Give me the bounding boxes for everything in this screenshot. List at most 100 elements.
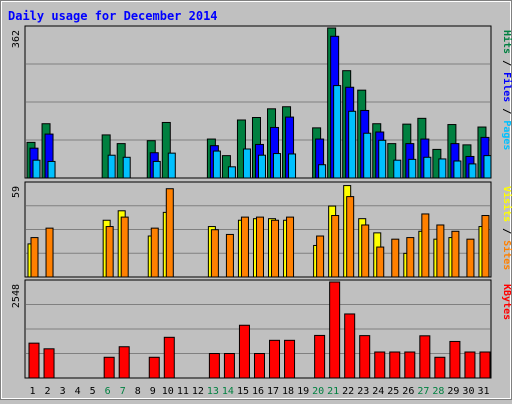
bar-pages-day-14 — [227, 166, 236, 179]
x-tick-label-day-11: 11 — [177, 386, 189, 397]
x-tick-label-day-15: 15 — [237, 386, 249, 397]
x-tick-label-day-14: 14 — [222, 386, 234, 397]
bar-pages-day-27 — [423, 156, 432, 179]
x-tick-label-day-26: 26 — [402, 386, 414, 397]
legend-hits: Hits — [501, 30, 512, 54]
x-tick-label-day-29: 29 — [447, 386, 459, 397]
x-tick-label-day-12: 12 — [192, 386, 204, 397]
bar-pages-day-29 — [453, 160, 462, 179]
x-tick-label-day-2: 2 — [45, 386, 51, 397]
bar-sites-day-24 — [376, 246, 385, 278]
bar-pages-day-30 — [468, 163, 477, 179]
legend-visits: Visits — [501, 186, 512, 222]
chart-title: Daily usage for December 2014 — [8, 9, 218, 23]
x-tick-label-day-19: 19 — [297, 386, 309, 397]
x-tick-label-day-24: 24 — [372, 386, 384, 397]
y-axis-max-label: 362 — [11, 30, 22, 48]
bar-kbytes-day-9 — [148, 356, 160, 379]
bar-sites-day-31 — [481, 215, 490, 278]
x-tick-label-day-16: 16 — [252, 386, 264, 397]
bar-pages-day-20 — [318, 164, 327, 179]
bar-kbytes-day-23 — [359, 335, 371, 379]
legend-separator: / — [501, 102, 512, 120]
chart-panels: 362 Hits / Files / Pages 59 Visits / Sites 2… — [11, 25, 512, 379]
x-tick-label-day-6: 6 — [105, 386, 111, 397]
bar-sites-day-30 — [466, 238, 475, 278]
x-tick-label-day-25: 25 — [387, 386, 399, 397]
bar-kbytes-day-18 — [284, 339, 296, 379]
bar-sites-day-25 — [391, 238, 400, 278]
bar-pages-day-2 — [47, 160, 56, 179]
bar-kbytes-day-13 — [208, 353, 220, 379]
bar-sites-day-2 — [45, 227, 54, 278]
bar-pages-day-1 — [32, 159, 41, 179]
panel-hits-files-pages: 362 Hits / Files / Pages — [11, 25, 512, 179]
x-tick-label-day-7: 7 — [120, 386, 126, 397]
bar-kbytes-day-16 — [253, 353, 265, 379]
bar-pages-day-7 — [122, 156, 131, 179]
bar-kbytes-day-24 — [374, 351, 386, 379]
bar-pages-day-13 — [212, 150, 221, 179]
bar-sites-day-29 — [451, 230, 460, 278]
legend-separator: / — [501, 222, 512, 240]
bar-sites-day-15 — [240, 216, 249, 278]
bar-sites-day-28 — [436, 224, 445, 278]
bar-pages-day-15 — [242, 148, 251, 179]
bar-sites-day-27 — [421, 213, 430, 278]
x-tick-label-day-17: 17 — [267, 386, 279, 397]
bar-kbytes-day-25 — [389, 351, 401, 379]
x-tick-label-day-21: 21 — [327, 386, 339, 397]
bar-kbytes-day-10 — [163, 336, 175, 379]
bar-pages-day-28 — [438, 158, 447, 179]
bar-pages-day-16 — [257, 154, 266, 179]
x-tick-label-day-22: 22 — [342, 386, 354, 397]
bar-kbytes-day-26 — [404, 351, 416, 379]
bar-sites-day-20 — [316, 235, 325, 278]
bar-kbytes-day-31 — [479, 351, 491, 379]
bar-sites-day-9 — [150, 227, 159, 278]
x-tick-label-day-27: 27 — [417, 386, 429, 397]
bar-pages-day-6 — [107, 154, 116, 179]
bar-pages-day-10 — [167, 152, 176, 179]
bar-sites-day-22 — [346, 196, 355, 278]
bar-sites-day-13 — [210, 229, 219, 278]
x-tick-label-day-1: 1 — [30, 386, 36, 397]
x-tick-label-day-13: 13 — [207, 386, 219, 397]
x-tick-label-day-31: 31 — [477, 386, 489, 397]
legend-pages: Pages — [501, 120, 512, 150]
bar-pages-day-22 — [348, 110, 357, 179]
x-tick-label-day-30: 30 — [462, 386, 474, 397]
bar-sites-day-17 — [271, 219, 280, 278]
bar-pages-day-25 — [393, 159, 402, 179]
bar-kbytes-day-29 — [449, 340, 461, 379]
bar-kbytes-day-17 — [269, 339, 281, 379]
bar-sites-day-21 — [331, 215, 340, 278]
x-tick-label-day-8: 8 — [135, 386, 141, 397]
bar-kbytes-day-2 — [43, 348, 55, 379]
bar-sites-day-6 — [105, 226, 114, 278]
bar-sites-day-18 — [286, 216, 295, 278]
bar-kbytes-day-22 — [344, 313, 356, 379]
bar-kbytes-day-6 — [103, 356, 115, 379]
bar-pages-day-31 — [483, 155, 492, 179]
legend-kbytes: KBytes — [501, 284, 512, 320]
bar-sites-day-23 — [361, 224, 370, 278]
bar-sites-day-16 — [255, 216, 264, 278]
x-tick-label-day-18: 18 — [282, 386, 294, 397]
x-tick-label-day-10: 10 — [162, 386, 174, 397]
bar-kbytes-day-21 — [329, 281, 341, 379]
x-tick-label-day-3: 3 — [60, 386, 66, 397]
bar-kbytes-day-28 — [434, 356, 446, 379]
bar-kbytes-day-27 — [419, 335, 431, 379]
panel-legend: KBytes — [501, 284, 512, 320]
bar-pages-day-17 — [273, 153, 282, 179]
bar-kbytes-day-15 — [238, 324, 250, 379]
bar-sites-day-7 — [120, 216, 129, 278]
bar-pages-day-23 — [363, 132, 372, 179]
bar-kbytes-day-14 — [223, 353, 235, 379]
bar-hits-day-10 — [161, 121, 171, 179]
x-tick-label-day-5: 5 — [90, 386, 96, 397]
